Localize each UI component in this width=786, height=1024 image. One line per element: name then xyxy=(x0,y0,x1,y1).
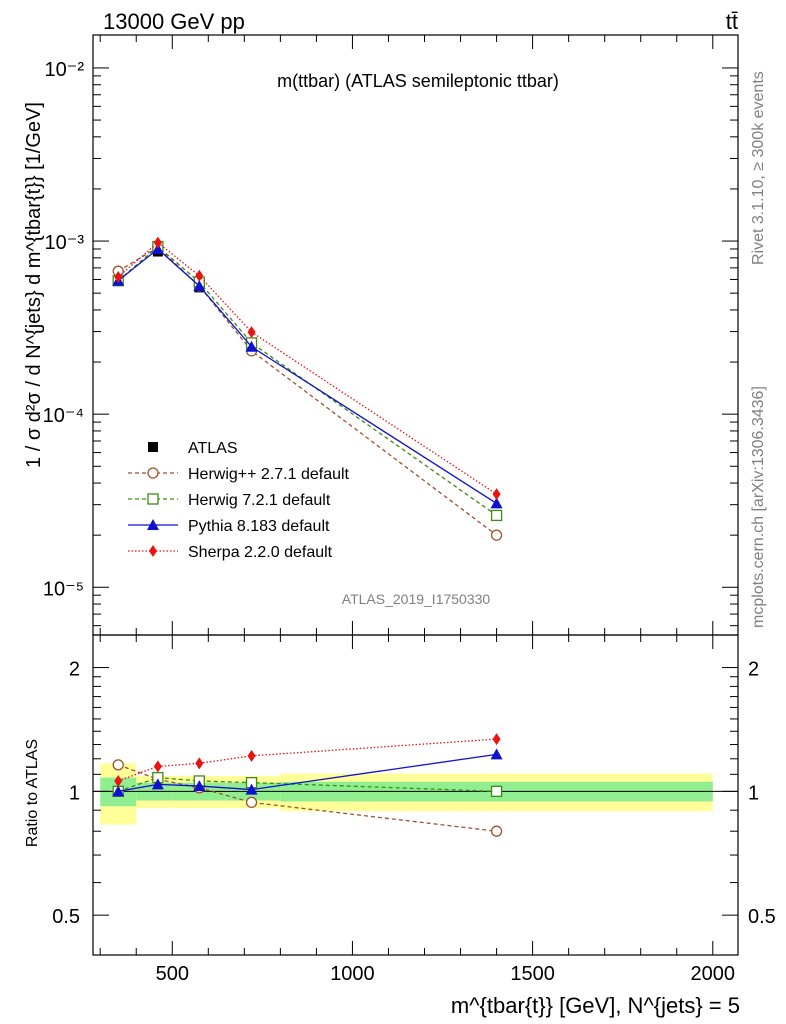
ratio-panel: 0.5 0.5 1 1 2 2 Ratio to ATLAS xyxy=(24,634,776,956)
ratio-point-pythia xyxy=(112,785,125,797)
ratio-uncertainty-bands xyxy=(100,763,713,825)
series-line-sherpa xyxy=(117,241,497,495)
energy-label: 13000 GeV pp xyxy=(103,9,245,34)
legend-label-sherpa: Sherpa 2.2.0 default xyxy=(188,544,333,561)
main-axis-ticks: 10⁻⁵ 10⁻⁴ 10⁻³ 10⁻² xyxy=(43,59,738,627)
rivet-label: Rivet 3.1.10, ≥ 300k events xyxy=(750,71,767,265)
series-line-herwigpp xyxy=(117,246,497,536)
legend-marker-atlas xyxy=(148,442,158,452)
ratio-line-sherpa xyxy=(117,738,497,782)
legend-label-herwig7: Herwig 7.2.1 default xyxy=(188,492,331,509)
legend-marker-pythia xyxy=(147,519,159,530)
ratio-point-pythia xyxy=(490,748,503,760)
ratio-y-tick-label-right: 2 xyxy=(748,659,759,681)
ratio-line-herwig7 xyxy=(118,776,497,793)
ratio-point-herwigpp xyxy=(490,825,503,837)
analysis-watermark: ATLAS_2019_I1750330 xyxy=(342,591,491,607)
series-point-sherpa xyxy=(153,236,162,249)
series-point-pythia xyxy=(490,497,503,509)
legend-marker-herwig7 xyxy=(147,493,159,505)
ratio-y-tick-label-right: 1 xyxy=(748,782,759,804)
ratio-point-pythia xyxy=(245,783,258,795)
ratio-point-sherpa xyxy=(247,749,256,762)
x-tick-label: 1500 xyxy=(510,963,555,985)
legend-label-atlas: ATLAS xyxy=(188,440,238,457)
ratio-point-sherpa xyxy=(492,733,501,746)
y-tick-label: 10⁻⁴ xyxy=(43,405,84,427)
mcplots-label: mcplots.cern.ch [arXiv:1306.3436] xyxy=(750,386,767,628)
x-tick-label: 500 xyxy=(156,963,189,985)
legend-marker-herwigpp xyxy=(147,467,159,479)
legend-entry-herwig7: Herwig 7.2.1 default xyxy=(128,492,331,509)
ratio-axis-ticks: 0.5 0.5 1 1 2 2 xyxy=(52,659,776,929)
y-tick-label: 10⁻⁵ xyxy=(43,578,84,600)
main-panel: m(ttbar) (ATLAS semileptonic ttbar) ATLA… xyxy=(23,34,739,636)
x-axis-ticks: 500 1000 1500 2000 xyxy=(99,35,736,985)
y-tick-label: 10⁻³ xyxy=(45,232,85,254)
process-label: tt̄ xyxy=(726,9,738,34)
ratio-point-pythia xyxy=(193,780,206,792)
ratio-point-herwigpp xyxy=(112,759,124,771)
ratio-frame xyxy=(92,634,739,956)
ratio-series-layer xyxy=(112,733,503,837)
legend-entry-pythia: Pythia 8.183 default xyxy=(128,518,330,535)
legend-entry-herwigpp: Herwig++ 2.7.1 default xyxy=(128,466,350,483)
ratio-y-tick-label: 1 xyxy=(69,782,80,804)
legend-marker-sherpa xyxy=(149,545,157,557)
ratio-point-sherpa xyxy=(153,760,162,773)
series-point-sherpa xyxy=(492,488,501,501)
ratio-point-sherpa xyxy=(114,774,123,787)
legend-entry-sherpa: Sherpa 2.2.0 default xyxy=(128,544,333,561)
series-point-sherpa xyxy=(195,269,204,282)
series-point-pythia xyxy=(245,340,258,352)
y-tick-label: 10⁻² xyxy=(45,59,85,81)
y-axis-label: 1 / σ d²σ / d N^{jets} d m^{tbar{t}} [1/… xyxy=(23,102,45,468)
x-tick-label: 1000 xyxy=(330,963,375,985)
ratio-point-sherpa xyxy=(195,757,204,770)
series-point-herwigpp xyxy=(490,529,503,541)
legend: ATLAS Herwig++ 2.7.1 default Herwig 7.2.… xyxy=(128,440,350,561)
x-tick-label: 2000 xyxy=(691,963,736,985)
series-point-herwig7 xyxy=(490,509,503,522)
ratio-point-herwigpp xyxy=(245,796,258,809)
chart-title: m(ttbar) (ATLAS semileptonic ttbar) xyxy=(277,71,559,91)
series-point-sherpa xyxy=(114,270,123,283)
ratio-y-axis-label: Ratio to ATLAS xyxy=(24,739,41,847)
legend-label-herwigpp: Herwig++ 2.7.1 default xyxy=(188,466,350,483)
series-point-sherpa xyxy=(247,326,256,339)
legend-entry-atlas: ATLAS xyxy=(148,440,238,457)
ratio-y-tick-label: 2 xyxy=(69,659,80,681)
ratio-y-tick-label-right: 0.5 xyxy=(748,906,776,928)
legend-label-pythia: Pythia 8.183 default xyxy=(188,518,330,535)
ratio-point-pythia xyxy=(151,778,164,790)
series-point-pythia xyxy=(193,280,206,292)
x-axis-label: m^{tbar{t}} [GeV], N^{jets} = 5 xyxy=(451,993,740,1018)
main-series-layer xyxy=(112,236,503,541)
ratio-y-tick-label: 0.5 xyxy=(52,906,80,928)
ratio-point-herwig7 xyxy=(490,785,503,798)
